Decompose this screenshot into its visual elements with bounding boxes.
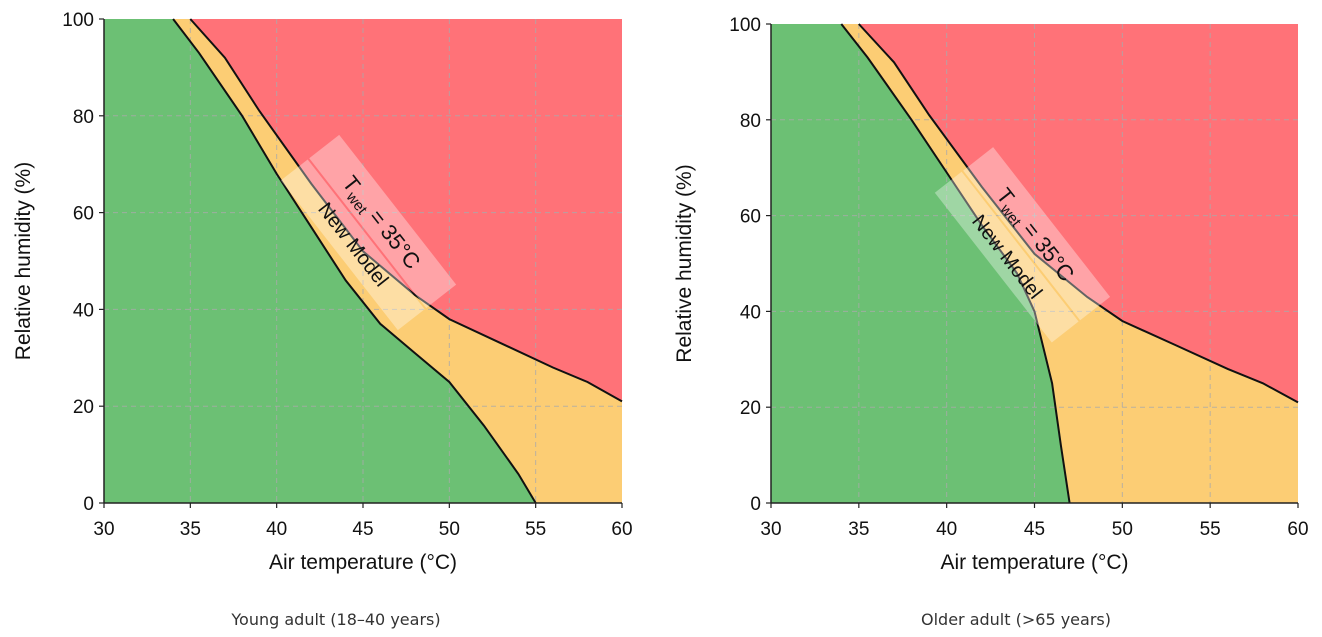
x-tick-label: 60 bbox=[1287, 519, 1308, 540]
x-tick-label: 40 bbox=[936, 519, 957, 540]
caption-young-adult: Young adult (18–40 years) bbox=[231, 610, 441, 629]
x-tick-label: 40 bbox=[266, 519, 287, 540]
region-danger bbox=[858, 24, 1298, 403]
caption-older-adult: Older adult (>65 years) bbox=[921, 610, 1111, 629]
x-tick-label: 35 bbox=[848, 519, 869, 540]
x-tick-label: 30 bbox=[760, 519, 781, 540]
region-safe bbox=[104, 19, 536, 503]
y-tick-label: 40 bbox=[740, 302, 761, 323]
region-safe bbox=[771, 24, 1070, 503]
y-tick-label: 60 bbox=[740, 207, 761, 228]
x-tick-label: 45 bbox=[352, 519, 373, 540]
y-tick-label: 20 bbox=[740, 398, 761, 419]
x-tick-label: 60 bbox=[611, 519, 632, 540]
x-axis-label: Air temperature (°C) bbox=[940, 551, 1128, 574]
y-tick-label: 100 bbox=[729, 15, 761, 36]
y-tick-label: 0 bbox=[83, 494, 94, 515]
new-model-label-band bbox=[934, 171, 1079, 343]
new-model-label-band bbox=[280, 159, 425, 331]
chart-panel-young: Twet = 35°C New Model 30 35 40 45 50 55 60 0 20 40 6… bbox=[0, 0, 661, 600]
x-tick-label: 55 bbox=[1200, 519, 1221, 540]
twet-label-band bbox=[309, 134, 457, 308]
y-tick-label: 80 bbox=[73, 107, 94, 128]
y-tick-label: 40 bbox=[73, 300, 94, 321]
x-tick-label: 35 bbox=[180, 519, 201, 540]
x-tick-label: 50 bbox=[1112, 519, 1133, 540]
x-tick-label: 30 bbox=[93, 519, 114, 540]
y-axis-label: Relative humidity (%) bbox=[12, 162, 35, 360]
boundary-twet-35 bbox=[858, 23, 1299, 404]
chart-panel-older: Twet = 35°C New Model 30 35 40 45 50 55 60 0 20 40 6… bbox=[661, 0, 1322, 600]
y-axis-label: Relative humidity (%) bbox=[673, 164, 696, 362]
x-tick-label: 45 bbox=[1024, 519, 1045, 540]
twet-label-band bbox=[963, 147, 1111, 321]
y-tick-label: 80 bbox=[740, 111, 761, 132]
x-tick-label: 50 bbox=[439, 519, 460, 540]
boundary-new-model bbox=[840, 23, 1071, 504]
region-danger bbox=[190, 19, 623, 402]
y-tick-label: 0 bbox=[750, 494, 761, 515]
y-tick-label: 100 bbox=[62, 10, 94, 31]
x-tick-label: 55 bbox=[525, 519, 546, 540]
boundary-twet-35 bbox=[189, 18, 623, 403]
y-tick-label: 20 bbox=[73, 397, 94, 418]
x-axis-label: Air temperature (°C) bbox=[269, 551, 457, 574]
y-tick-label: 60 bbox=[73, 204, 94, 225]
boundary-new-model bbox=[172, 18, 537, 504]
